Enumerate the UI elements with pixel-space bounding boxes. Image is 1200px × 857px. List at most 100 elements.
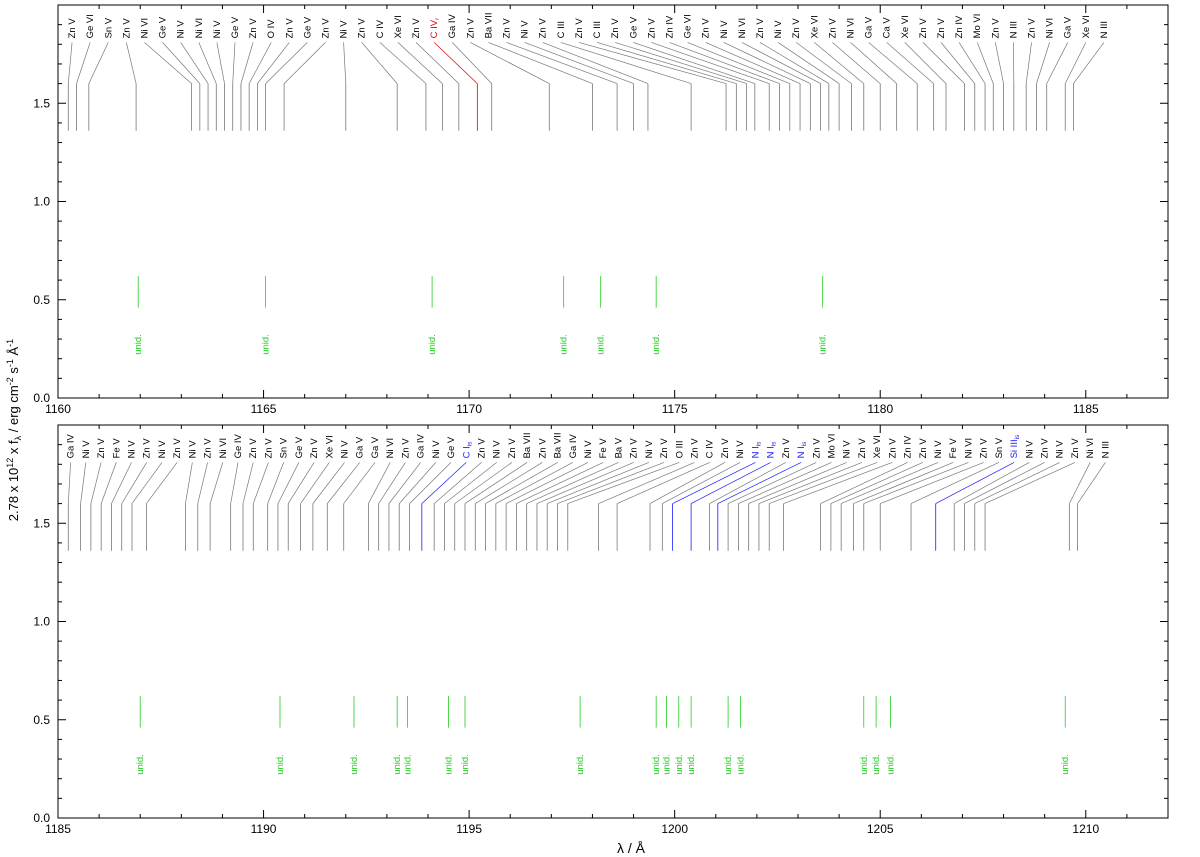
ion-leader bbox=[536, 462, 634, 504]
ion-leader bbox=[853, 462, 954, 504]
ion-label: Zn V bbox=[659, 438, 670, 459]
ion-leader bbox=[976, 42, 994, 84]
ion-leader bbox=[277, 462, 300, 504]
ion-leader bbox=[485, 462, 558, 504]
ion-label: Zn V bbox=[646, 18, 657, 39]
unid-label: unid. bbox=[818, 334, 829, 355]
ion-leader bbox=[758, 462, 863, 504]
ion-leader bbox=[495, 462, 573, 504]
ion-label: Ge IV bbox=[233, 433, 244, 458]
ion-leader bbox=[343, 462, 376, 504]
y-tick-label: 1.0 bbox=[33, 195, 50, 209]
ion-leader bbox=[738, 462, 832, 504]
ion-label: N Iis bbox=[766, 441, 778, 459]
ion-label: Zn V bbox=[248, 438, 259, 459]
ion-leader bbox=[131, 462, 163, 504]
x-tick-label: 1160 bbox=[45, 402, 71, 416]
unid-label: unid. bbox=[444, 754, 455, 775]
ion-label: Zn V bbox=[309, 438, 320, 459]
ion-leader bbox=[964, 462, 1045, 504]
ion-label: Zn V bbox=[690, 438, 701, 459]
ion-leader bbox=[67, 42, 73, 84]
ion-leader bbox=[841, 462, 939, 504]
ion-label: C IVr bbox=[429, 17, 441, 38]
ion-leader bbox=[717, 462, 802, 504]
ion-leader bbox=[1064, 42, 1087, 84]
ion-leader bbox=[886, 42, 934, 84]
ion-label: Ge V bbox=[302, 16, 313, 38]
ion-leader bbox=[230, 462, 239, 504]
ion-label: Ni VI bbox=[385, 438, 396, 459]
y-tick-label: 1.5 bbox=[33, 96, 50, 110]
unid-label: unid. bbox=[674, 754, 685, 775]
ion-label: Zn V bbox=[811, 438, 822, 459]
unid-label: unid. bbox=[135, 754, 146, 775]
ion-label: Zn V bbox=[1040, 438, 1051, 459]
ion-label: Ge V bbox=[158, 16, 169, 38]
ion-leader bbox=[557, 462, 665, 504]
ion-label: Ni V bbox=[340, 440, 351, 459]
ion-label: Zn V bbox=[827, 18, 838, 39]
panel-top: 1160 1165 1170 1175 1180 1185 0.0 0.5 1.0 1.5 Zn V… bbox=[33, 4, 1169, 416]
ion-label: Zn V bbox=[248, 18, 259, 39]
ion-leader bbox=[748, 462, 847, 504]
ion-label: Ga IV bbox=[447, 13, 458, 38]
ion-label: Ba V bbox=[613, 437, 624, 458]
ion-label: Ni V bbox=[157, 440, 168, 459]
ion-leader bbox=[567, 462, 680, 504]
unid-label: unid. bbox=[596, 334, 607, 355]
ion-label: Ga IV bbox=[66, 433, 77, 458]
x-tick-label: 1165 bbox=[251, 402, 277, 416]
ion-label: C IV bbox=[705, 439, 716, 458]
y-tick-label: 0.0 bbox=[33, 811, 50, 825]
ion-leader bbox=[633, 42, 755, 84]
y-tick-label: 0.0 bbox=[33, 391, 50, 405]
ion-label: Zn V bbox=[502, 18, 513, 39]
ion-label: Zn V bbox=[1027, 18, 1038, 39]
ion-label: Ba VII bbox=[553, 433, 564, 459]
ion-leader bbox=[76, 42, 91, 84]
ion-leader bbox=[922, 42, 965, 84]
ion-leader bbox=[198, 42, 217, 84]
ion-label: Ni VI bbox=[846, 18, 857, 39]
ion-leader bbox=[705, 42, 801, 84]
y-axis-label: 2.78 x 1012 x fλ / erg cm-2 s-1 Å-1 bbox=[5, 339, 23, 521]
ion-leader bbox=[300, 462, 330, 504]
ion-leader bbox=[958, 42, 986, 84]
ion-leader bbox=[616, 462, 710, 504]
unid-label: unid. bbox=[460, 754, 471, 775]
ion-leader bbox=[67, 462, 71, 504]
ion-leader bbox=[144, 42, 192, 84]
ion-leader bbox=[727, 462, 817, 504]
ion-label: Ge V bbox=[294, 436, 305, 458]
unid-label: unid. bbox=[392, 754, 403, 775]
ion-leader bbox=[388, 462, 421, 504]
ion-label: Ni V bbox=[187, 440, 198, 459]
x-tick-label: 1185 bbox=[45, 822, 71, 836]
ion-leader bbox=[868, 42, 918, 84]
ion-leader bbox=[121, 462, 147, 504]
ion-label: Zn V bbox=[321, 18, 332, 39]
ion-leader bbox=[769, 462, 878, 504]
x-tick-label: 1185 bbox=[1073, 402, 1099, 416]
ion-leader bbox=[615, 42, 747, 84]
ion-leader bbox=[126, 42, 137, 84]
ion-leader bbox=[984, 462, 1076, 504]
ion-leader bbox=[783, 462, 893, 504]
ion-label: Ni V bbox=[212, 20, 223, 39]
ion-label: Zn V bbox=[121, 18, 132, 39]
ion-leader bbox=[433, 42, 478, 84]
ion-label: Ga V bbox=[355, 436, 366, 458]
ion-label: Zn V bbox=[755, 18, 766, 39]
ion-label: Zn V bbox=[465, 18, 476, 39]
ion-leader bbox=[880, 462, 984, 504]
ion-leader bbox=[283, 42, 326, 84]
y-tick-label: 0.5 bbox=[33, 713, 50, 727]
ion-leader bbox=[197, 462, 208, 504]
ion-leader bbox=[185, 462, 193, 504]
ion-label: Zn V bbox=[507, 438, 518, 459]
ion-leader bbox=[232, 42, 236, 84]
ion-leader bbox=[242, 462, 254, 504]
ion-leader bbox=[669, 42, 780, 84]
